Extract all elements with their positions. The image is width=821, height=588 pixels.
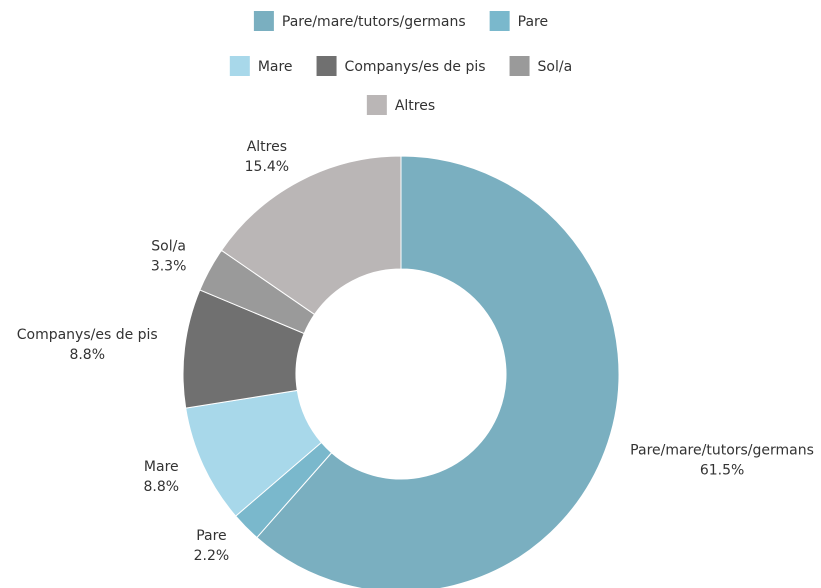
legend-item: Companys/es de pis	[316, 56, 486, 76]
slice-label: Sol/a	[151, 239, 186, 255]
slice-label: Pare/mare/tutors/germans	[630, 443, 814, 459]
legend-item: Altres	[366, 95, 435, 115]
slice-value: 15.4%	[245, 159, 289, 175]
legend-label: Pare/mare/tutors/germans	[282, 14, 466, 30]
legend-swatch	[366, 95, 387, 115]
slice-label: Pare	[196, 528, 226, 544]
slice-label: Companys/es de pis	[17, 327, 158, 343]
legend-item: Pare	[489, 11, 548, 31]
slice-value: 3.3%	[151, 259, 187, 275]
legend-swatch	[253, 11, 274, 31]
legend-swatch	[229, 56, 250, 76]
legend-item: Pare/mare/tutors/germans	[253, 11, 466, 31]
legend-label: Pare	[518, 14, 548, 30]
donut-slice	[220, 155, 402, 316]
legend-label: Altres	[395, 98, 435, 114]
legend-label: Sol/a	[538, 59, 573, 75]
slice-label: Altres	[247, 139, 287, 155]
slice-value: 8.8%	[144, 479, 180, 495]
legend-label: Mare	[258, 59, 293, 75]
slice-label: Mare	[144, 459, 179, 475]
slice-value: 61.5%	[700, 463, 744, 479]
legend-item: Sol/a	[509, 56, 573, 76]
slice-value: 2.2%	[194, 548, 230, 564]
legend-label: Companys/es de pis	[345, 59, 486, 75]
legend-swatch	[489, 11, 510, 31]
slice-value: 8.8%	[69, 347, 105, 363]
donut-slice	[256, 155, 620, 588]
legend-item: Mare	[229, 56, 293, 76]
legend-swatch	[316, 56, 337, 76]
legend-swatch	[509, 56, 530, 76]
